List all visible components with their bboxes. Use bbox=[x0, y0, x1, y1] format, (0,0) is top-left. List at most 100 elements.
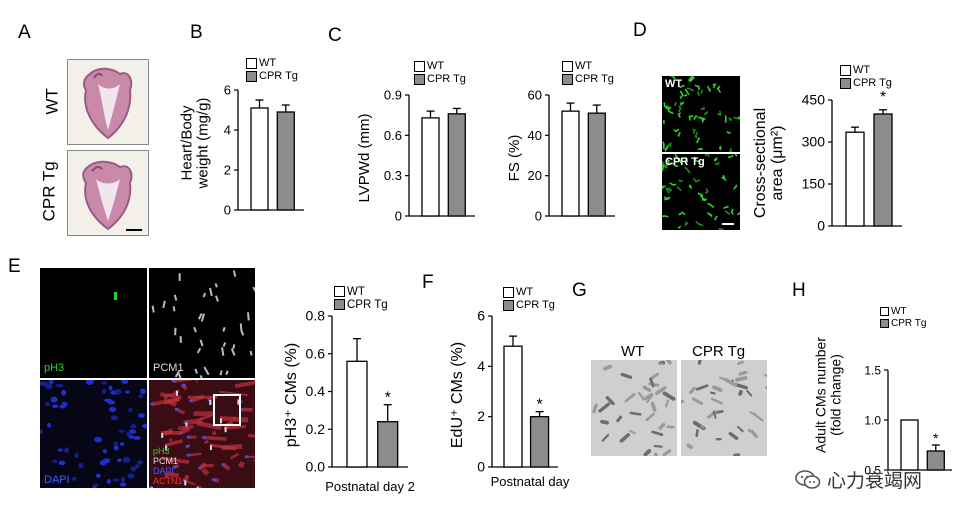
cell-membrane bbox=[680, 101, 685, 107]
pcm1-spot bbox=[225, 370, 229, 376]
cardiomyocyte bbox=[734, 376, 748, 382]
chart-f: 0 2 4 6 * EdU⁺ CMs (%) Postnatal day bbox=[449, 308, 570, 490]
cell-membrane bbox=[678, 84, 685, 88]
e-merge-dapi: DAPI bbox=[153, 466, 175, 476]
cardiomyocyte bbox=[644, 393, 654, 401]
chart-C2-tick-label: 40 bbox=[528, 128, 542, 143]
cell-membrane bbox=[662, 215, 669, 218]
cell-membrane bbox=[716, 85, 722, 93]
chart-d-legend: WT CPR Tg bbox=[840, 64, 892, 90]
d-image-cpr: CPR Tg bbox=[662, 154, 740, 230]
actn1-fiber bbox=[161, 456, 190, 464]
actn1-fiber bbox=[212, 431, 217, 436]
chart-C2-bar-wt bbox=[561, 110, 580, 217]
chart-b-root: 0 2 4 6 Heart/Bodyweight (mg/g) bbox=[178, 83, 304, 218]
dapi-nucleus bbox=[50, 396, 58, 403]
cardiomyocyte bbox=[738, 370, 748, 376]
pcm1-spot bbox=[209, 287, 213, 297]
cell-membrane bbox=[677, 225, 682, 229]
cell-membrane bbox=[693, 115, 698, 120]
dapi-nucleus bbox=[124, 390, 130, 394]
merge-nucleus bbox=[189, 399, 194, 403]
chart-F-tick-label: 6 bbox=[477, 308, 485, 324]
dapi-nucleus bbox=[119, 482, 127, 487]
chart-c1-legend: WT CPR Tg bbox=[414, 60, 466, 86]
legend-wt-label: WT bbox=[259, 57, 277, 69]
pcm1-spot bbox=[162, 300, 166, 309]
chart-b-legend: WT CPR Tg bbox=[246, 57, 298, 83]
d-image-cpr-label: CPR Tg bbox=[665, 156, 705, 168]
scale-bar bbox=[126, 229, 142, 231]
actn1-fiber bbox=[204, 440, 209, 444]
cell-membrane bbox=[694, 84, 700, 91]
cardiomyocyte bbox=[737, 360, 745, 365]
dapi-nucleus bbox=[119, 442, 125, 446]
pcm1-spot bbox=[193, 326, 197, 333]
chart-D-tick-label: 150 bbox=[802, 176, 826, 192]
cardiomyocyte bbox=[619, 433, 631, 443]
merge-nucleus bbox=[181, 383, 186, 387]
merge-nucleus bbox=[186, 453, 191, 457]
dapi-nucleus bbox=[113, 445, 119, 451]
chart-E-tick-label: 0.8 bbox=[306, 308, 326, 324]
merge-pcm1 bbox=[175, 390, 178, 396]
chart-E-bar-wt bbox=[346, 360, 368, 468]
cell-membrane bbox=[718, 227, 724, 230]
pcm1-spot bbox=[222, 326, 226, 332]
actn1-fiber bbox=[203, 435, 227, 441]
dapi-nucleus bbox=[102, 449, 108, 454]
heart-label-cpr: CPR Tg bbox=[39, 161, 59, 222]
dapi-nucleus bbox=[71, 476, 77, 481]
chart-e-root: 0.0 0.2 0.4 0.6 0.8 * pH3⁺ CMs (%) Postnatal da… bbox=[283, 308, 415, 495]
cell-membrane bbox=[667, 107, 674, 115]
cell-membrane bbox=[666, 158, 671, 164]
chart-D-ylabel: Cross-sectionalarea (μm²) bbox=[752, 108, 786, 218]
chart-C1-tick-label: 0.3 bbox=[384, 168, 402, 183]
dapi-nucleus bbox=[55, 383, 64, 388]
merge-nucleus bbox=[172, 465, 177, 469]
dapi-nucleus bbox=[48, 380, 54, 385]
cardiomyocyte bbox=[624, 393, 636, 403]
cell-membrane bbox=[677, 112, 682, 118]
cardiomyocyte bbox=[728, 431, 739, 440]
watermark-text: 心力衰竭网 bbox=[827, 471, 923, 492]
actn1-fiber bbox=[229, 452, 240, 460]
dapi-nucleus bbox=[64, 447, 70, 454]
pcm1-spot bbox=[222, 342, 227, 347]
actn1-fiber bbox=[188, 452, 202, 457]
cardiomyocyte bbox=[723, 377, 738, 387]
pcm1-spot bbox=[230, 348, 236, 356]
pcm1-spot bbox=[199, 339, 204, 347]
cell-membrane bbox=[730, 208, 734, 215]
pcm1-spot bbox=[239, 323, 243, 332]
cell-membrane bbox=[677, 158, 682, 164]
actn1-fiber bbox=[177, 424, 194, 431]
legend-wt-label: WT bbox=[575, 60, 593, 72]
cell-membrane bbox=[700, 89, 704, 95]
cell-membrane bbox=[700, 106, 706, 111]
cardiomyocyte bbox=[643, 448, 652, 456]
actn1-fiber bbox=[185, 418, 203, 425]
chart-e-legend: WT CPR Tg bbox=[334, 286, 388, 312]
merge-pcm1 bbox=[185, 422, 188, 428]
actn1-fiber bbox=[201, 467, 210, 476]
cell-membrane bbox=[677, 131, 681, 137]
cardiomyocyte bbox=[691, 397, 704, 405]
dapi-nucleus bbox=[106, 478, 112, 484]
cell-membrane bbox=[674, 101, 677, 107]
chart-f-legend: WT CPR Tg bbox=[503, 286, 555, 312]
cell-membrane bbox=[670, 76, 676, 80]
chart-D-bar-cpr-tg bbox=[873, 113, 893, 227]
panel-letter-h: H bbox=[792, 280, 806, 301]
chart-D-bar-wt bbox=[845, 131, 865, 227]
chart-B-tick-label: 4 bbox=[224, 123, 231, 138]
actn1-fiber bbox=[173, 380, 193, 383]
chart-F-bar-cpr-tg bbox=[529, 416, 550, 468]
d-image-wt-cells bbox=[662, 76, 740, 152]
merge-nucleus bbox=[244, 455, 249, 459]
dapi-nucleus bbox=[45, 383, 53, 390]
cardiomyocyte bbox=[735, 383, 749, 390]
pcm1-spot bbox=[174, 327, 177, 336]
cell-membrane bbox=[726, 131, 731, 135]
dapi-nucleus bbox=[129, 425, 136, 429]
